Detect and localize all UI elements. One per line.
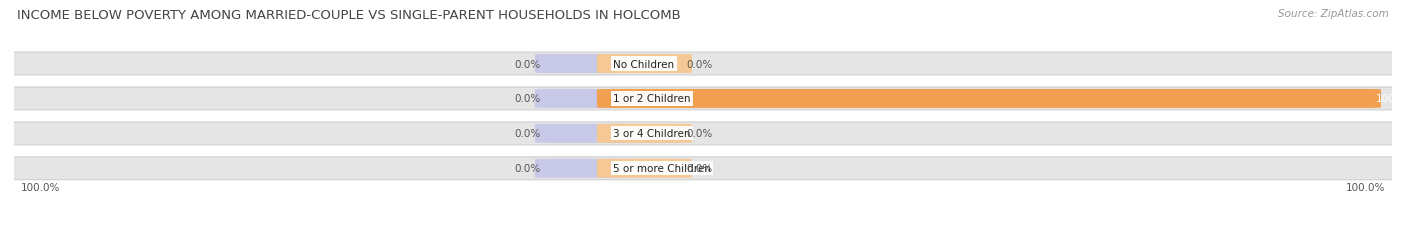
FancyBboxPatch shape [0, 53, 1406, 76]
Text: INCOME BELOW POVERTY AMONG MARRIED-COUPLE VS SINGLE-PARENT HOUSEHOLDS IN HOLCOMB: INCOME BELOW POVERTY AMONG MARRIED-COUPL… [17, 9, 681, 22]
Text: 0.0%: 0.0% [686, 59, 713, 69]
Text: 0.0%: 0.0% [686, 129, 713, 139]
FancyBboxPatch shape [598, 124, 692, 143]
FancyBboxPatch shape [598, 90, 1381, 109]
FancyBboxPatch shape [0, 88, 1406, 110]
Text: 0.0%: 0.0% [515, 129, 540, 139]
FancyBboxPatch shape [598, 55, 692, 74]
FancyBboxPatch shape [534, 55, 630, 74]
Text: 100.0%: 100.0% [21, 183, 60, 193]
FancyBboxPatch shape [598, 159, 692, 178]
Text: 0.0%: 0.0% [515, 94, 540, 104]
Text: 1 or 2 Children: 1 or 2 Children [613, 94, 690, 104]
Text: 3 or 4 Children: 3 or 4 Children [613, 129, 690, 139]
Text: 0.0%: 0.0% [686, 164, 713, 173]
FancyBboxPatch shape [0, 122, 1406, 145]
Text: 0.0%: 0.0% [515, 164, 540, 173]
Text: 0.0%: 0.0% [515, 59, 540, 69]
Text: Source: ZipAtlas.com: Source: ZipAtlas.com [1278, 9, 1389, 19]
FancyBboxPatch shape [534, 159, 630, 178]
Text: 100.0%: 100.0% [1375, 94, 1406, 104]
FancyBboxPatch shape [534, 124, 630, 143]
Text: No Children: No Children [613, 59, 675, 69]
Text: 100.0%: 100.0% [1346, 183, 1385, 193]
Text: 5 or more Children: 5 or more Children [613, 164, 711, 173]
FancyBboxPatch shape [0, 157, 1406, 180]
FancyBboxPatch shape [534, 90, 630, 109]
